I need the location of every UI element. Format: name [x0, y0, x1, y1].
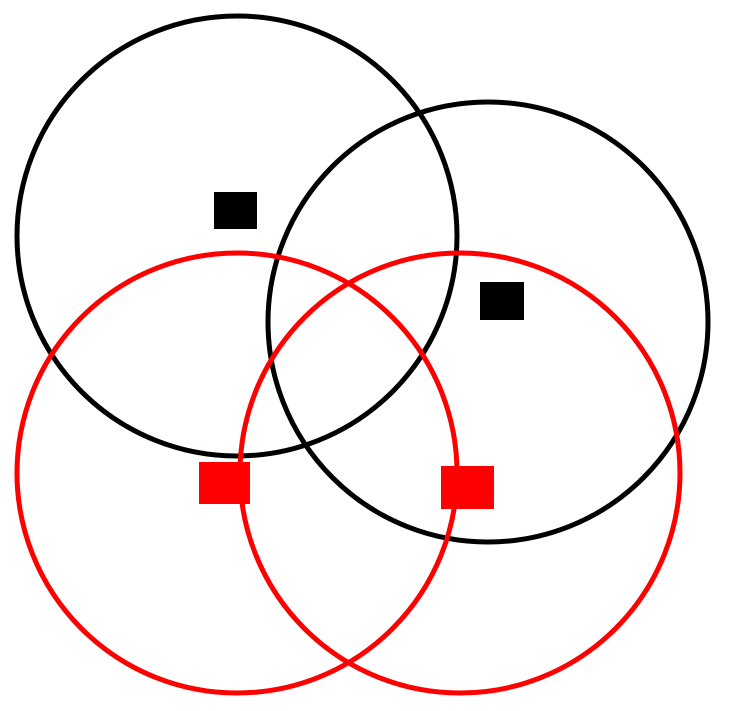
red-square-left [199, 462, 250, 504]
black-square-left [214, 192, 257, 229]
red-square-right [441, 466, 494, 509]
black-square-right [480, 282, 524, 320]
black-circle-right [265, 99, 711, 545]
black-circle-left [14, 13, 460, 459]
marker-group [199, 192, 524, 509]
